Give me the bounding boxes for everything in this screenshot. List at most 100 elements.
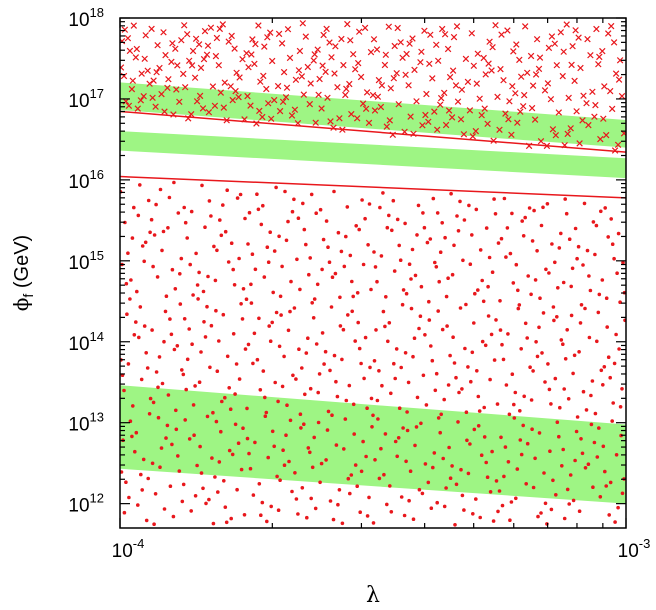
dot-marker [328, 499, 333, 503]
dot-marker [326, 245, 330, 249]
dot-marker [236, 441, 241, 446]
cross-marker [395, 100, 402, 108]
dot-marker [577, 509, 582, 513]
cross-marker [344, 20, 351, 28]
cross-marker [490, 137, 497, 144]
dot-marker [571, 371, 575, 376]
cross-marker [373, 46, 381, 53]
dot-marker [432, 451, 437, 455]
cross-marker [608, 105, 616, 113]
dot-marker [164, 294, 169, 299]
dot-marker [500, 503, 505, 508]
dot-marker [418, 314, 423, 319]
cross-marker [516, 56, 523, 64]
cross-marker [383, 123, 391, 130]
dot-marker [310, 301, 315, 305]
dot-marker [606, 355, 611, 360]
dot-marker [144, 518, 149, 523]
dot-marker [557, 434, 561, 439]
dot-marker [380, 383, 384, 388]
dot-marker [564, 211, 569, 216]
dot-marker [235, 487, 239, 492]
cross-marker [541, 87, 549, 94]
cross-marker [225, 38, 232, 45]
cross-marker [334, 83, 341, 91]
cross-marker [555, 109, 563, 116]
dot-marker [587, 335, 592, 340]
cross-marker [549, 126, 557, 133]
dot-marker [410, 247, 415, 252]
dot-marker [281, 448, 285, 453]
dot-marker [513, 390, 518, 395]
dot-marker [573, 458, 577, 463]
cross-marker [201, 27, 209, 35]
dot-marker [526, 274, 530, 278]
cross-marker [340, 61, 347, 69]
cross-marker [365, 119, 373, 127]
dot-markers [120, 180, 626, 527]
cross-marker [320, 31, 327, 39]
dot-marker [180, 368, 184, 372]
dot-marker [297, 347, 301, 352]
dot-marker [272, 444, 277, 449]
dot-marker [353, 339, 358, 343]
cross-marker [348, 110, 355, 118]
dot-marker [433, 260, 437, 265]
dot-marker [499, 435, 503, 440]
dot-marker [397, 243, 402, 248]
dot-marker [516, 288, 520, 293]
dot-marker [417, 326, 421, 331]
dot-marker [471, 512, 475, 516]
dot-marker [225, 188, 229, 192]
cross-marker [156, 64, 163, 72]
dot-marker [245, 406, 249, 411]
dot-marker [486, 314, 491, 318]
dot-marker [222, 479, 226, 483]
cross-marker [442, 121, 450, 129]
dot-marker [362, 376, 366, 381]
dot-marker [605, 325, 609, 329]
dot-marker [128, 297, 132, 301]
dot-marker [429, 506, 434, 511]
dot-marker [575, 256, 579, 261]
cross-marker [263, 85, 270, 93]
x-tick-base: 10 [618, 541, 639, 562]
dot-marker [458, 306, 463, 310]
dot-marker [572, 353, 577, 358]
dot-marker [292, 306, 297, 310]
cross-marker [557, 29, 565, 36]
dot-marker [377, 369, 381, 373]
cross-marker [319, 62, 326, 69]
dot-marker [237, 377, 242, 381]
dot-marker [427, 318, 432, 322]
cross-marker [535, 65, 543, 73]
dot-marker [514, 496, 518, 501]
dot-marker [375, 279, 379, 284]
dot-marker [134, 430, 139, 435]
cross-marker [377, 103, 385, 111]
cross-marker [311, 51, 318, 58]
dot-marker [347, 383, 352, 388]
dot-marker [330, 413, 334, 418]
dot-marker [613, 520, 617, 524]
y-tick-base: 10 [68, 91, 89, 112]
dot-marker [308, 256, 313, 260]
dot-marker [589, 393, 593, 398]
dot-marker [193, 384, 197, 388]
dot-marker [566, 397, 571, 401]
dot-marker [320, 331, 325, 335]
dot-marker [169, 332, 174, 337]
cross-marker [144, 67, 151, 74]
green-band [120, 82, 626, 148]
cross-marker [564, 130, 571, 138]
cross-marker [160, 29, 167, 36]
dot-marker [528, 365, 532, 370]
dot-marker [276, 508, 281, 512]
dot-marker [140, 244, 145, 248]
boundary-line [120, 110, 626, 153]
cross-marker [580, 92, 587, 99]
cross-marker [514, 119, 521, 126]
dot-marker [350, 309, 355, 314]
dot-marker [369, 287, 373, 292]
